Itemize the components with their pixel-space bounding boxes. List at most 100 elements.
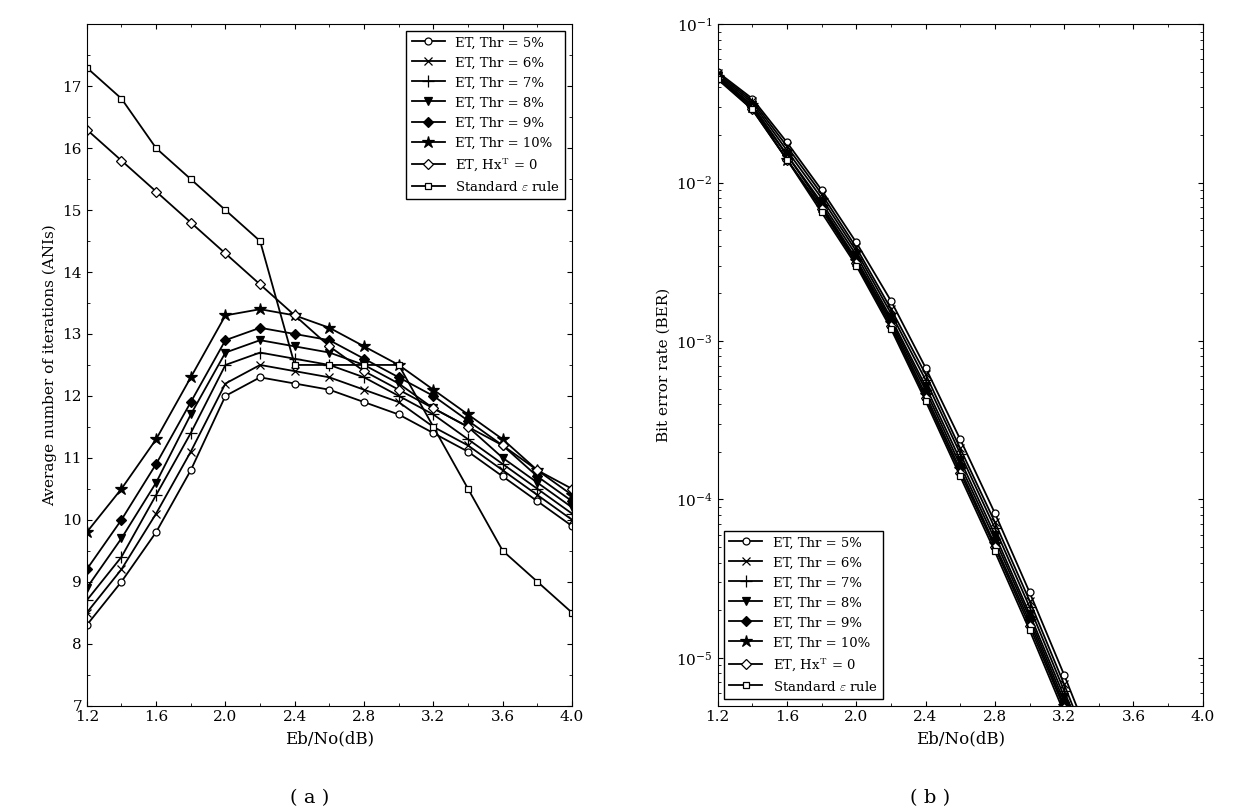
ET, Thr = 10% (357, 341, 372, 351)
ET, Thr = 9% (253, 323, 268, 333)
Y-axis label: Average number of iterations (ANIs): Average number of iterations (ANIs) (42, 224, 57, 506)
ET, Hx$^{\mathrm{T}}$ = 0 (1056, 703, 1071, 713)
ET, Thr = 10% (745, 102, 760, 112)
ET, Thr = 10% (918, 389, 932, 399)
ET, Thr = 8% (218, 348, 233, 358)
ET, Thr = 7% (711, 70, 725, 79)
ET, Thr = 6% (288, 367, 303, 376)
Standard $\varepsilon$ rule (883, 324, 898, 333)
ET, Thr = 10% (184, 372, 198, 382)
Standard $\varepsilon$ rule (987, 547, 1002, 556)
ET, Thr = 10% (987, 539, 1002, 549)
Standard $\varepsilon$ rule (1091, 796, 1106, 806)
Standard $\varepsilon$ rule (1022, 625, 1037, 635)
Standard $\varepsilon$ rule (848, 260, 863, 270)
ET, Thr = 8% (1056, 692, 1071, 702)
ET, Thr = 10% (460, 410, 475, 419)
ET, Thr = 6% (253, 360, 268, 370)
Standard $\varepsilon$ rule (149, 144, 164, 153)
ET, Thr = 9% (711, 71, 725, 81)
ET, Thr = 7% (79, 595, 94, 605)
Line: ET, Thr = 8%: ET, Thr = 8% (713, 72, 1207, 811)
ET, Thr = 8% (987, 530, 1002, 539)
ET, Thr = 6% (1056, 680, 1071, 689)
Text: ( a ): ( a ) (290, 789, 330, 807)
ET, Hx$^{\mathrm{T}}$ = 0 (357, 367, 372, 376)
ET, Thr = 8% (392, 379, 407, 388)
ET, Thr = 6% (1091, 767, 1106, 777)
ET, Thr = 8% (1022, 609, 1037, 619)
ET, Thr = 5% (114, 577, 129, 586)
ET, Thr = 7% (288, 354, 303, 363)
ET, Thr = 7% (848, 247, 863, 256)
ET, Thr = 6% (114, 564, 129, 574)
ET, Thr = 6% (218, 379, 233, 388)
ET, Thr = 7% (322, 360, 337, 370)
ET, Thr = 7% (427, 410, 441, 419)
ET, Thr = 9% (780, 150, 795, 160)
X-axis label: Eb/No(dB): Eb/No(dB) (915, 730, 1004, 747)
ET, Thr = 8% (918, 381, 932, 391)
ET, Thr = 10% (529, 466, 544, 475)
ET, Thr = 7% (114, 552, 129, 562)
ET, Hx$^{\mathrm{T}}$ = 0 (114, 156, 129, 165)
ET, Hx$^{\mathrm{T}}$ = 0 (218, 249, 233, 259)
ET, Hx$^{\mathrm{T}}$ = 0 (918, 393, 932, 402)
ET, Thr = 10% (1022, 616, 1037, 626)
ET, Thr = 10% (780, 155, 795, 165)
ET, Thr = 8% (745, 100, 760, 109)
ET, Thr = 7% (1091, 773, 1106, 783)
ET, Hx$^{\mathrm{T}}$ = 0 (848, 259, 863, 268)
ET, Thr = 6% (815, 189, 830, 199)
ET, Thr = 7% (883, 308, 898, 318)
ET, Thr = 8% (253, 335, 268, 345)
ET, Thr = 6% (564, 515, 579, 525)
ET, Thr = 9% (883, 315, 898, 325)
ET, Thr = 5% (322, 385, 337, 395)
ET, Thr = 10% (952, 465, 967, 474)
ET, Thr = 9% (495, 440, 510, 450)
Standard $\varepsilon$ rule (427, 422, 441, 431)
ET, Thr = 10% (815, 203, 830, 212)
Line: ET, Thr = 9%: ET, Thr = 9% (83, 324, 575, 573)
ET, Thr = 8% (1091, 779, 1106, 789)
ET, Thr = 9% (288, 329, 303, 339)
ET, Thr = 6% (1022, 596, 1037, 606)
ET, Thr = 6% (883, 304, 898, 314)
ET, Thr = 5% (218, 391, 233, 401)
ET, Hx$^{\mathrm{T}}$ = 0 (987, 543, 1002, 552)
Text: ( b ): ( b ) (910, 789, 950, 807)
Line: ET, Thr = 6%: ET, Thr = 6% (713, 69, 1207, 811)
ET, Thr = 6% (848, 242, 863, 252)
Line: ET, Thr = 6%: ET, Thr = 6% (83, 361, 577, 617)
Line: ET, Thr = 10%: ET, Thr = 10% (712, 71, 1209, 811)
ET, Thr = 7% (529, 484, 544, 494)
ET, Thr = 7% (918, 375, 932, 384)
ET, Thr = 7% (253, 348, 268, 358)
ET, Thr = 10% (218, 311, 233, 320)
ET, Thr = 6% (495, 466, 510, 475)
ET, Hx$^{\mathrm{T}}$ = 0 (815, 204, 830, 214)
Line: ET, Hx$^{\mathrm{T}}$ = 0: ET, Hx$^{\mathrm{T}}$ = 0 (83, 127, 575, 492)
Standard $\varepsilon$ rule (780, 155, 795, 165)
ET, Thr = 6% (780, 141, 795, 151)
ET, Thr = 6% (79, 607, 94, 617)
ET, Thr = 7% (815, 193, 830, 203)
ET, Thr = 9% (745, 102, 760, 112)
ET, Thr = 9% (1022, 612, 1037, 622)
ET, Thr = 6% (918, 369, 932, 379)
ET, Thr = 7% (745, 98, 760, 108)
Standard $\varepsilon$ rule (392, 360, 407, 370)
ET, Thr = 5% (848, 238, 863, 247)
ET, Thr = 5% (952, 435, 967, 444)
ET, Thr = 10% (79, 527, 94, 537)
Standard $\varepsilon$ rule (564, 607, 579, 617)
ET, Thr = 9% (114, 515, 129, 525)
Standard $\varepsilon$ rule (79, 62, 94, 72)
ET, Thr = 6% (952, 444, 967, 453)
Standard $\varepsilon$ rule (357, 360, 372, 370)
ET, Thr = 8% (149, 478, 164, 487)
ET, Hx$^{\mathrm{T}}$ = 0 (149, 187, 164, 196)
Standard $\varepsilon$ rule (288, 360, 303, 370)
ET, Thr = 10% (564, 490, 579, 500)
